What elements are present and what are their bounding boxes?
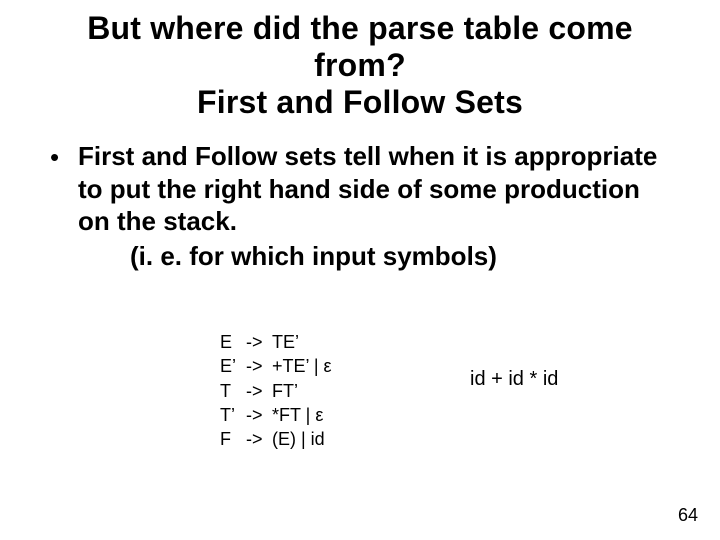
title-line-1: But where did the parse table come: [87, 10, 633, 46]
grammar-rhs: FT’: [272, 379, 298, 403]
grammar-rhs: TE’: [272, 330, 299, 354]
grammar-lhs: E’: [220, 354, 246, 378]
grammar-lhs: F: [220, 427, 246, 451]
title-line-3: First and Follow Sets: [197, 84, 523, 120]
grammar-lhs: T: [220, 379, 246, 403]
grammar-lhs: E: [220, 330, 246, 354]
bullet-item: • First and Follow sets tell when it is …: [50, 140, 670, 238]
slide-title: But where did the parse table come from?…: [0, 0, 720, 120]
page-number: 64: [678, 505, 698, 526]
slide-body: • First and Follow sets tell when it is …: [0, 120, 720, 272]
grammar-arrow: ->: [246, 427, 272, 451]
grammar-arrow: ->: [246, 330, 272, 354]
grammar-arrow: ->: [246, 379, 272, 403]
slide: But where did the parse table come from?…: [0, 0, 720, 540]
grammar-row: T’ -> *FT | ε: [220, 403, 332, 427]
bullet-subtext: (i. e. for which input symbols): [50, 240, 670, 273]
grammar-row: E’ -> +TE’ | ε: [220, 354, 332, 378]
grammar-block: E -> TE’ E’ -> +TE’ | ε T -> FT’ T’ -> *…: [220, 330, 332, 451]
grammar-rhs: +TE’ | ε: [272, 354, 332, 378]
grammar-arrow: ->: [246, 403, 272, 427]
bullet-marker: •: [50, 140, 78, 173]
title-line-2: from?: [314, 47, 406, 83]
grammar-row: T -> FT’: [220, 379, 332, 403]
grammar-rhs: *FT | ε: [272, 403, 323, 427]
grammar-row: E -> TE’: [220, 330, 332, 354]
example-string: id + id * id: [470, 368, 558, 391]
grammar-rhs: (E) | id: [272, 427, 325, 451]
grammar-lhs: T’: [220, 403, 246, 427]
bullet-text: First and Follow sets tell when it is ap…: [78, 140, 670, 238]
grammar-row: F -> (E) | id: [220, 427, 332, 451]
grammar-arrow: ->: [246, 354, 272, 378]
